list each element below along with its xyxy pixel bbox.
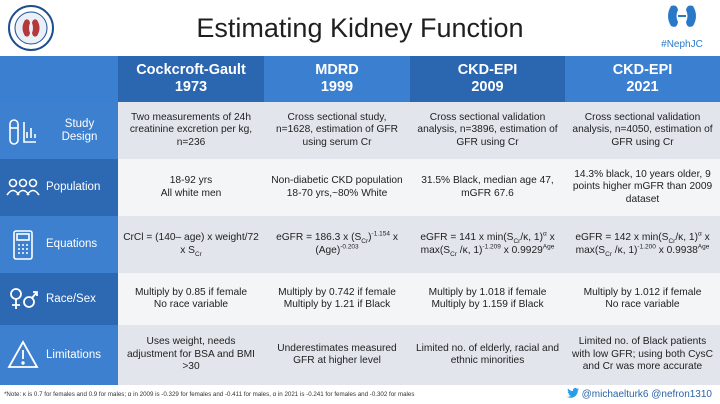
column-year: 1973 [174,79,208,95]
column-year: 1999 [320,79,354,95]
equation-cockcroft-gault: CrCl = (140– age) x weight/72 x SCr [118,216,264,273]
table-cell: Underestimates measured GFR at higher le… [264,325,410,385]
table-cell: Multiply by 0.85 if female No race varia… [118,273,264,325]
equation-ckd-epi-2021: eGFR = 142 x min(SCr/κ, 1)α x max(SCr /κ… [565,216,720,273]
column-header-ckd-epi-2009: CKD-EPI 2009 [410,56,565,102]
kidney-pair-icon [668,5,696,27]
table-cell: Two measurements of 24h creatinine excre… [118,102,264,159]
twitter-bird-icon [566,388,579,398]
twitter-handles: @michaelturk6 @nefron1310 [566,388,712,400]
column-header-mdrd: MDRD 1999 [264,56,410,102]
row-label-population: Population [0,159,118,216]
nephjc-logo: #NephJC [652,3,712,53]
column-year: 2009 [471,79,504,95]
warning-triangle-icon [7,340,39,368]
table-cell: Limited no. of Black patients with low G… [565,325,720,385]
footer: *Note: κ is 0.7 for females and 0.9 for … [0,385,720,404]
table-cell: Cross sectional validation analysis, n=3… [410,102,565,159]
corner-header [0,56,118,102]
footnote: *Note: κ is 0.7 for females and 0.9 for … [4,391,415,398]
table-cell: Multiply by 1.018 if female Multiply by … [410,273,565,325]
column-year: 2021 [626,79,659,95]
table-cell: Multiply by 1.012 if female No race vari… [565,273,720,325]
table-cell: Cross sectional study, n=1628, estimatio… [264,102,410,159]
table-cell: Uses weight, needs adjustment for BSA an… [118,325,264,385]
calculator-icon [13,229,33,260]
column-name: CKD-EPI [457,62,518,78]
society-seal-logo [8,5,54,51]
table-cell: 14.3% black, 10 years older, 9 points hi… [565,159,720,216]
column-header-cockcroft-gault: Cockcroft-Gault 1973 [118,56,264,102]
row-label-limitations: Limitations [0,325,118,385]
table-cell: 18-92 yrs All white men [118,159,264,216]
comparison-table: Cockcroft-Gault 1973 MDRD 1999 CKD-EPI 2… [0,56,720,385]
column-name: CKD-EPI [612,62,673,78]
equation-mdrd: eGFR = 186.3 x (SCr)-1.154 x (Age)-0.203 [264,216,410,273]
page-title: Estimating Kidney Function [196,13,524,43]
column-name: Cockcroft-Gault [136,62,246,78]
table-cell: Multiply by 0.742 if female Multiply by … [264,273,410,325]
people-group-icon [6,178,40,195]
table-cell: 31.5% Black, median age 47, mGFR 67.6 [410,159,565,216]
row-label-race-sex: Race/Sex [0,273,118,325]
row-label-equations: Equations [0,216,118,273]
table-cell: Limited no. of elderly, racial and ethni… [410,325,565,385]
table-cell: Cross sectional validation analysis, n=4… [565,102,720,159]
test-tube-icon [9,118,36,145]
gender-symbols-icon [10,288,38,309]
hashtag-label: #NephJC [661,39,703,50]
column-name: MDRD [315,62,359,78]
table-cell: Non-diabetic CKD population 18-70 yrs,~8… [264,159,410,216]
column-header-ckd-epi-2021: CKD-EPI 2021 [565,56,720,102]
row-label-study-design: Study Design [0,102,118,159]
equation-ckd-epi-2009: eGFR = 141 x min(SCr/κ, 1)α x max(SCr /κ… [410,216,565,273]
